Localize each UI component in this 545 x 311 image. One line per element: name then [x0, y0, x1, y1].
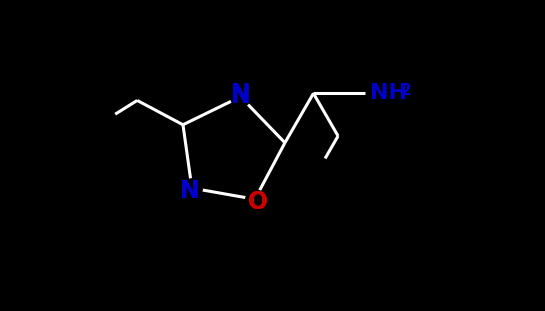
Text: N: N	[231, 82, 250, 106]
Text: N: N	[179, 179, 199, 203]
Text: O: O	[247, 190, 268, 214]
Text: N: N	[179, 179, 199, 203]
Text: NH: NH	[371, 83, 408, 103]
Text: O: O	[247, 190, 268, 214]
Text: 2: 2	[401, 82, 411, 98]
Text: N: N	[231, 84, 250, 108]
